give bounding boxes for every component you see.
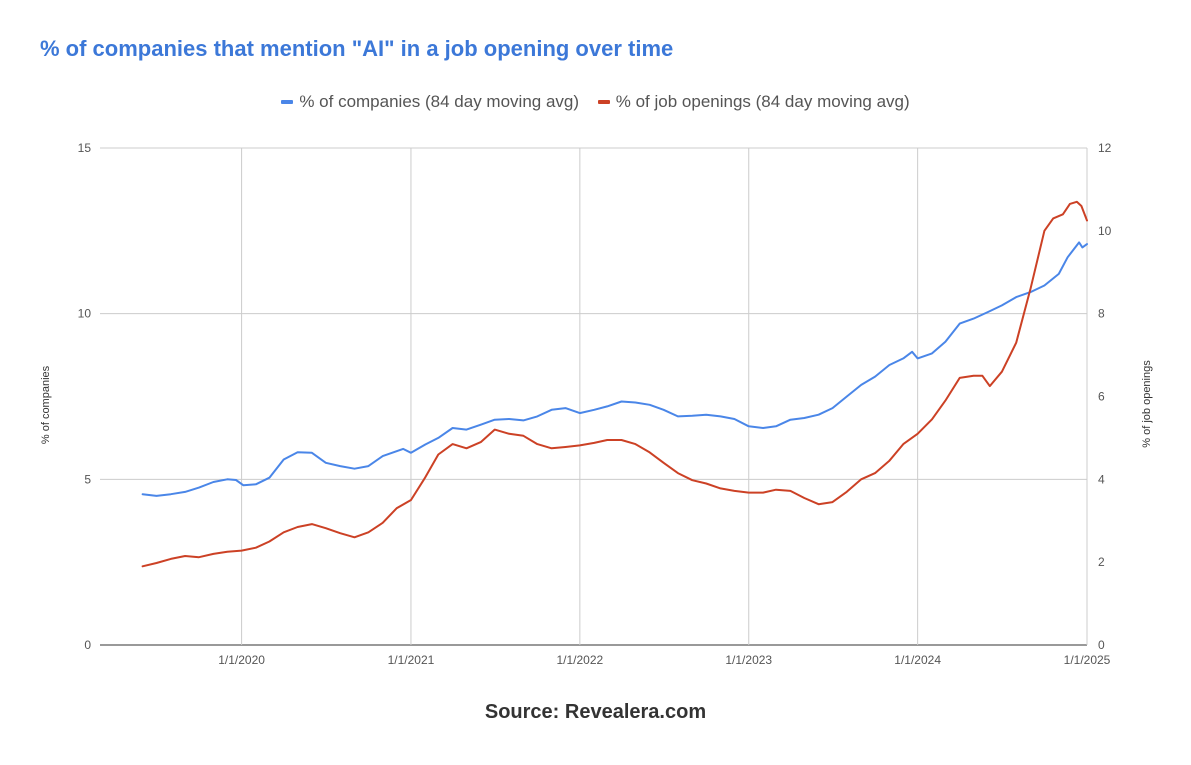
- x-tick-label: 1/1/2020: [218, 653, 265, 667]
- legend-label-job-openings: % of job openings (84 day moving avg): [615, 92, 910, 111]
- legend-label-companies: % of companies (84 day moving avg): [299, 92, 580, 111]
- series-line-job-openings[interactable]: [141, 200, 1088, 568]
- y-right-tick-label: 6: [1098, 390, 1105, 404]
- y-right-tick-label: 4: [1098, 472, 1105, 486]
- chart-title: % of companies that mention "AI" in a jo…: [40, 36, 674, 61]
- y-right-tick-label: 2: [1098, 555, 1105, 569]
- series-line-companies[interactable]: [141, 241, 1088, 497]
- grid-lines: [100, 147, 1088, 646]
- y-left-tick-label: 10: [78, 307, 92, 321]
- y-right-tick-label: 8: [1098, 307, 1105, 321]
- y-right-tick-label: 10: [1098, 224, 1112, 238]
- y-left-tick-label: 0: [84, 638, 91, 652]
- x-tick-label: 1/1/2024: [894, 653, 941, 667]
- y-left-tick-label: 5: [84, 472, 91, 486]
- y-right-tick-label: 0: [1098, 638, 1105, 652]
- x-tick-label: 1/1/2022: [556, 653, 603, 667]
- source-credit: Source: Revealera.com: [484, 701, 707, 723]
- legend-swatch-job-openings: [597, 99, 610, 104]
- y-axis-right-label: % of job openings: [1141, 360, 1153, 448]
- x-tick-label: 1/1/2023: [725, 653, 772, 667]
- legend-item-job-openings[interactable]: % of job openings (84 day moving avg): [597, 92, 910, 112]
- legend-item-companies[interactable]: % of companies (84 day moving avg): [281, 92, 579, 112]
- tick-labels: 0 5 10 15 0 2 4 6 8 10 12 1/1/2020 1/1/2021 1/1/2022 1…: [78, 141, 1112, 667]
- x-tick-label: 1/1/2025: [1064, 653, 1111, 667]
- series-lines: [141, 200, 1088, 568]
- x-tick-label: 1/1/2021: [388, 653, 435, 667]
- legend-swatch-companies: [281, 99, 294, 104]
- y-axis-left-label: % of companies: [40, 365, 52, 444]
- chart-legend: % of companies (84 day moving avg) % of …: [0, 92, 1191, 112]
- y-right-tick-label: 12: [1098, 141, 1112, 155]
- y-left-tick-label: 15: [78, 141, 92, 155]
